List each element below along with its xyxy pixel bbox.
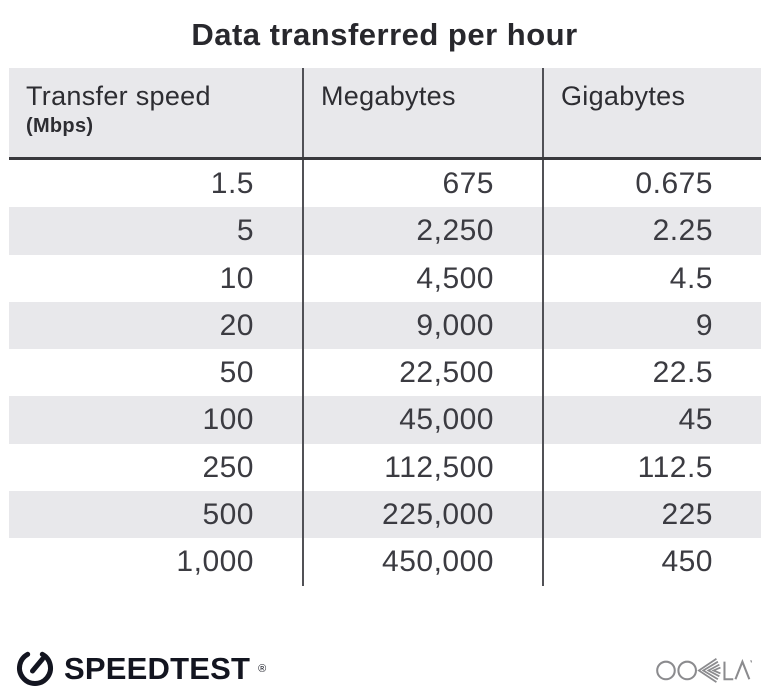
table-cell: 50 bbox=[9, 349, 304, 397]
table-cell: 22,500 bbox=[304, 349, 544, 397]
table-cell: 450,000 bbox=[304, 538, 544, 586]
column-header-megabytes: Megabytes bbox=[304, 68, 544, 157]
table-cell: 250 bbox=[9, 443, 304, 492]
table-row: 250 112,500 112.5 bbox=[9, 443, 761, 492]
table-cell: 45,000 bbox=[304, 396, 544, 444]
table-cell: 9 bbox=[695, 308, 713, 342]
table-header-row: Transfer speed (Mbps) Megabytes Gigabyte… bbox=[9, 68, 761, 160]
table-body: 1.5 675 0.675 5 2,250 2.25 10 4,500 4.5 20 9,000 9 5… bbox=[9, 160, 761, 586]
registered-trademark-symbol: ® bbox=[258, 663, 267, 675]
table-cell: 112,500 bbox=[304, 443, 544, 492]
table-cell: 500 bbox=[9, 491, 304, 539]
ookla-wordmark-icon bbox=[656, 658, 753, 683]
table-cell: 100 bbox=[9, 396, 304, 444]
speedometer-gauge-icon bbox=[14, 646, 56, 693]
table-row: 100 45,000 45 bbox=[9, 396, 761, 444]
table-row: 20 9,000 9 bbox=[9, 301, 761, 350]
table-row: 50 22,500 22.5 bbox=[9, 349, 761, 397]
table-cell: 10 bbox=[9, 254, 304, 302]
table-cell: 225,000 bbox=[304, 491, 544, 539]
column-header-label: Transfer speed bbox=[26, 81, 211, 111]
table-cell: 1,000 bbox=[9, 538, 304, 586]
table-cell: 9,000 bbox=[304, 301, 544, 350]
table-cell: 0.675 bbox=[635, 167, 713, 200]
column-header-label: Megabytes bbox=[321, 81, 456, 111]
table-row: 500 225,000 225 bbox=[9, 491, 761, 539]
table-cell: 20 bbox=[9, 301, 304, 350]
data-table: Transfer speed (Mbps) Megabytes Gigabyte… bbox=[9, 68, 761, 586]
column-header-transfer-speed: Transfer speed (Mbps) bbox=[9, 68, 304, 157]
table-cell: 4,500 bbox=[304, 254, 544, 302]
table-cell: 2.25 bbox=[652, 214, 713, 248]
table-cell: 112.5 bbox=[637, 450, 713, 484]
ookla-logo bbox=[655, 654, 753, 684]
page-title: Data transferred per hour bbox=[191, 17, 578, 52]
speedtest-wordmark: SPEEDTEST bbox=[64, 651, 251, 686]
column-header-label: Gigabytes bbox=[561, 81, 686, 111]
table-cell: 45 bbox=[678, 403, 713, 437]
footer: SPEEDTEST ® bbox=[14, 646, 753, 692]
speedtest-logo: SPEEDTEST ® bbox=[14, 646, 266, 693]
column-header-unit: (Mbps) bbox=[26, 115, 94, 137]
table-row: 10 4,500 4.5 bbox=[9, 254, 761, 302]
table-cell: 22.5 bbox=[652, 356, 713, 390]
table-cell: 1.5 bbox=[9, 160, 304, 208]
table-row: 5 2,250 2.25 bbox=[9, 207, 761, 255]
table-cell: 2,250 bbox=[304, 207, 544, 255]
column-header-gigabytes: Gigabytes bbox=[544, 68, 761, 157]
table-cell: 450 bbox=[661, 545, 713, 579]
table-cell: 5 bbox=[9, 207, 304, 255]
table-row: 1,000 450,000 450 bbox=[9, 538, 761, 586]
table-row: 1.5 675 0.675 bbox=[9, 160, 761, 208]
table-cell: 675 bbox=[304, 160, 544, 208]
table-cell: 225 bbox=[661, 498, 713, 532]
table-cell: 4.5 bbox=[669, 261, 713, 295]
